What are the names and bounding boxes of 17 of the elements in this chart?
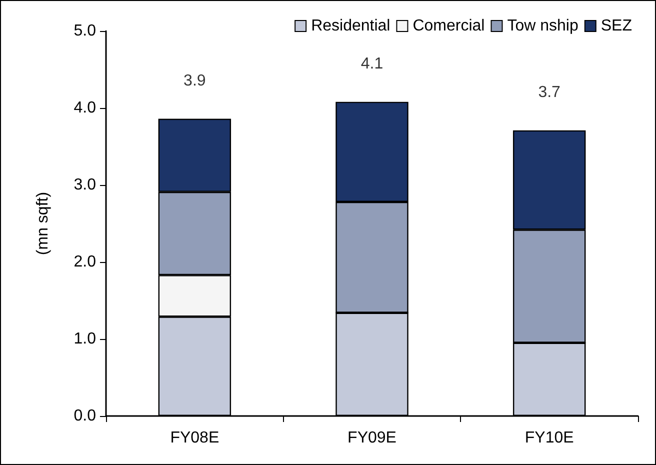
x-tick-label: FY09E: [348, 430, 396, 446]
y-tick-label: 5.0: [74, 22, 96, 40]
x-tick-label: FY08E: [170, 430, 220, 446]
legend-label: SEZ: [600, 18, 632, 34]
y-tick-label: 1.0: [74, 330, 96, 348]
y-tick-label: 3.0: [74, 176, 96, 194]
total-label: 3.7: [538, 84, 561, 101]
total-label: 3.9: [184, 72, 206, 90]
legend-label: Residential: [311, 18, 390, 34]
y-tick-label: 2.0: [74, 254, 96, 270]
x-tick-label: FY10E: [524, 430, 574, 446]
total-label: 4.1: [360, 55, 384, 72]
legend-label: Tow nship: [507, 18, 578, 34]
y-axis-title: (mn sqft): [34, 192, 52, 256]
y-tick-label: 0.0: [74, 408, 96, 424]
y-tick-label: 4.0: [74, 100, 96, 116]
legend-label: Comercial: [412, 18, 485, 34]
